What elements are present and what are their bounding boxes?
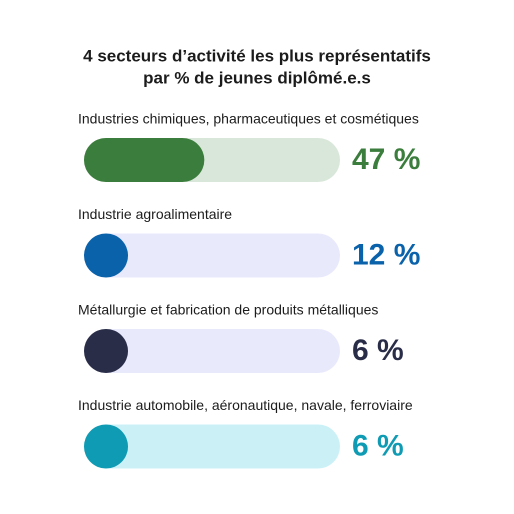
category-label: Métallurgie et fabrication de produits m… [78, 302, 378, 318]
value-label: 47 % [352, 143, 420, 176]
category-label: Industrie automobile, aéronautique, nava… [78, 397, 413, 413]
value-label: 6 % [352, 429, 404, 462]
bar-track [84, 329, 340, 373]
bar [84, 138, 205, 182]
bar-track [84, 233, 340, 278]
category-label: Industries chimiques, pharmaceutiques et… [78, 111, 419, 127]
value-label: 6 % [352, 334, 404, 367]
value-label: 12 % [352, 238, 420, 271]
chart-title: 4 secteurs d’activité les plus représent… [83, 46, 431, 65]
bar [84, 329, 128, 373]
chart-title: par % de jeunes diplômé.e.s [143, 68, 371, 87]
category-label: Industrie agroalimentaire [78, 206, 232, 222]
bar [84, 424, 128, 469]
bar-track [84, 424, 340, 469]
bar [84, 233, 128, 278]
